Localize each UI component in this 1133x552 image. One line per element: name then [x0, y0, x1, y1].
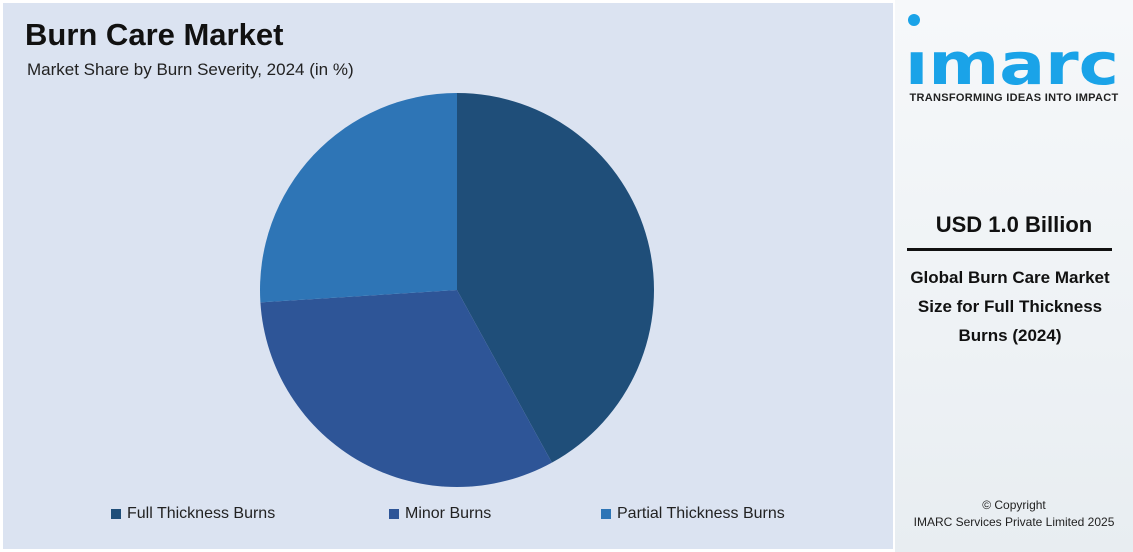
divider — [907, 248, 1112, 251]
legend-swatch — [111, 509, 121, 519]
legend-item-minor: Minor Burns — [389, 505, 491, 523]
imarc-logo: ımarc — [905, 14, 1119, 90]
legend-swatch — [389, 509, 399, 519]
copyright: © Copyright IMARC Services Private Limit… — [895, 497, 1133, 531]
pie-slice-full-thickness-burns — [457, 93, 654, 463]
logo-tagline: TRANSFORMING IDEAS INTO IMPACT — [909, 92, 1119, 104]
pie-slice-partial-thickness-burns — [260, 93, 457, 303]
legend-item-full-thickness: Full Thickness Burns — [111, 505, 275, 523]
company-name: IMARC Services Private Limited 2025 — [913, 515, 1115, 529]
svg-text:ımarc: ımarc — [905, 30, 1119, 90]
market-value: USD 1.0 Billion — [935, 212, 1093, 237]
legend-label: Full Thickness Burns — [127, 505, 276, 522]
chart-title: Burn Care Market — [25, 17, 284, 52]
legend-swatch — [601, 509, 611, 519]
pie-chart — [260, 93, 654, 487]
summary-sidebar: ımarc TRANSFORMING IDEAS INTO IMPACT USD… — [895, 0, 1133, 552]
legend-label: Minor Burns — [405, 505, 492, 522]
copyright-label: © Copyright — [982, 498, 1046, 512]
legend-label: Partial Thickness Burns — [617, 505, 785, 522]
legend-item-partial-thickness: Partial Thickness Burns — [601, 505, 785, 523]
chart-panel: Burn Care Market Market Share by Burn Se… — [3, 3, 893, 549]
market-description: Global Burn Care Market Size for Full Th… — [910, 268, 1110, 345]
pie-slice-minor-burns — [260, 290, 552, 487]
chart-subtitle: Market Share by Burn Severity, 2024 (in … — [27, 60, 354, 79]
